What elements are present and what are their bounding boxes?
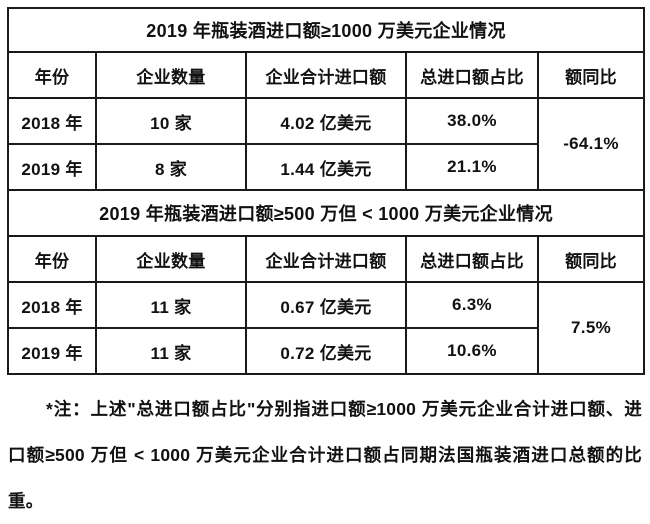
table1-row-2018: 2018 年 10 家 4.02 亿美元 38.0% -64.1% (7, 97, 646, 191)
table2-2018-total-import: 0.67 亿美元 (245, 281, 407, 329)
table1-header-total-import: 企业合计进口额 (245, 51, 407, 99)
table1-header-share: 总进口额占比 (405, 51, 539, 99)
footnote-line-2: 口额≥500 万但 < 1000 万美元企业合计进口额占同期法国瓶装酒进口总额的… (8, 445, 642, 465)
table1-yoy-value: -64.1% (536, 97, 646, 191)
table2-row-2019: 2019 年 11 家 0.72 亿美元 10.6% (7, 327, 644, 375)
footnote-line-3: 重。 (8, 491, 44, 511)
table1-header-row: 年份 企业数量 企业合计进口额 总进口额占比 额同比 (7, 51, 646, 99)
table1-2018-total-import: 4.02 亿美元 (245, 97, 407, 145)
table2-row-2018: 2018 年 11 家 0.67 亿美元 6.3% 7.5% (7, 281, 646, 375)
table1-2019-company-count: 8 家 (95, 143, 247, 191)
table2-yoy-value: 7.5% (536, 281, 646, 375)
table2-2018-share: 6.3% (405, 281, 539, 329)
table2-2018-year: 2018 年 (7, 281, 97, 329)
table1-2018-company-count: 10 家 (95, 97, 247, 145)
wine-import-table: 2019 年瓶装酒进口额≥1000 万美元企业情况 年份 企业数量 企业合计进口… (6, 7, 646, 375)
table2-header-yoy: 额同比 (536, 235, 646, 283)
table2-2019-total-import: 0.72 亿美元 (245, 327, 407, 375)
table1-header-company-count: 企业数量 (95, 51, 247, 99)
table2-2018-company-count: 11 家 (95, 281, 247, 329)
table1-2019-total-import: 1.44 亿美元 (245, 143, 407, 191)
table1-title-row: 2019 年瓶装酒进口额≥1000 万美元企业情况 (6, 7, 646, 53)
table2-header-year: 年份 (7, 235, 97, 283)
table1-header-year: 年份 (7, 51, 97, 99)
table1-row-2019: 2019 年 8 家 1.44 亿美元 21.1% (7, 143, 644, 191)
table1-2018-share: 38.0% (405, 97, 539, 145)
table1-title: 2019 年瓶装酒进口额≥1000 万美元企业情况 (6, 7, 646, 53)
table1-2019-share: 21.1% (405, 143, 539, 191)
table2-2019-company-count: 11 家 (95, 327, 247, 375)
table1-2019-year: 2019 年 (7, 143, 97, 191)
table2-title-row: 2019 年瓶装酒进口额≥500 万但 < 1000 万美元企业情况 (6, 189, 646, 237)
footnote-line-1: *注：上述"总进口额占比"分别指进口额≥1000 万美元企业合计进口额、进 (46, 399, 642, 419)
table2-2019-share: 10.6% (405, 327, 539, 375)
table2-header-total-import: 企业合计进口额 (245, 235, 407, 283)
table2-title: 2019 年瓶装酒进口额≥500 万但 < 1000 万美元企业情况 (6, 189, 646, 237)
table2-header-company-count: 企业数量 (95, 235, 247, 283)
table1-header-yoy: 额同比 (536, 51, 646, 99)
table2-2019-year: 2019 年 (7, 327, 97, 375)
table2-header-share: 总进口额占比 (405, 235, 539, 283)
table1-2018-year: 2018 年 (7, 97, 97, 145)
table2-header-row: 年份 企业数量 企业合计进口额 总进口额占比 额同比 (7, 235, 646, 283)
footnote: *注：上述"总进口额占比"分别指进口额≥1000 万美元企业合计进口额、进 口额… (8, 386, 642, 524)
